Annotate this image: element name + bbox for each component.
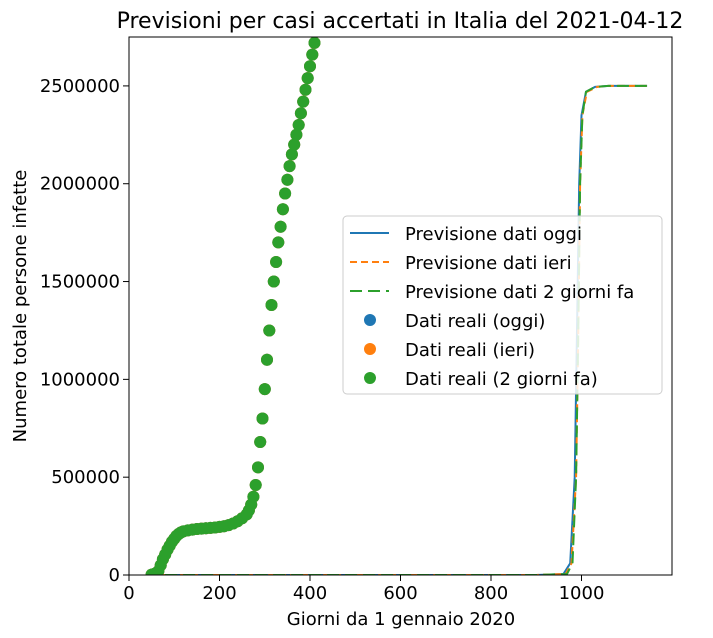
data-point [281, 173, 294, 186]
legend-box [342, 215, 663, 395]
y-tick-label: 500000 [51, 467, 120, 488]
y-axis-label: Numero totale persone infette [10, 170, 31, 443]
data-point [256, 412, 269, 425]
data-point [308, 37, 321, 49]
legend-label-oggi: Previsione dati oggi [405, 224, 582, 245]
data-point [270, 256, 283, 268]
data-point [294, 107, 307, 120]
legend: Previsione dati oggi Previsione dati ier… [342, 215, 663, 395]
forecast-line-2 [147, 84, 648, 575]
data-point [288, 138, 301, 151]
data-point [290, 128, 303, 141]
data-point [272, 236, 285, 249]
legend-label-dati-oggi: Dati reali (oggi) [405, 311, 545, 332]
legend-label-dati-due-giorni: Dati reali (2 giorni fa) [405, 369, 598, 390]
legend-marker-due-giorni [364, 372, 376, 384]
data-point [274, 220, 287, 233]
data-point [252, 461, 264, 474]
data-point [265, 299, 278, 311]
legend-marker-ieri [364, 343, 376, 355]
data-point [261, 353, 273, 366]
data-point [292, 119, 305, 131]
data-point [279, 187, 292, 200]
data-point [304, 60, 316, 73]
y-tick-label: 2500000 [40, 76, 120, 97]
legend-label-due-giorni: Previsione dati 2 giorni fa [405, 282, 634, 303]
data-point [276, 203, 289, 216]
legend-label-ieri: Previsione dati ieri [405, 253, 572, 274]
data-point [283, 160, 296, 173]
chart-title: Previsioni per casi accertati in Italia … [117, 9, 684, 34]
x-axis-label: Giorni da 1 gennaio 2020 [287, 609, 515, 630]
legend-marker-oggi [364, 314, 376, 326]
data-point [249, 479, 262, 491]
x-tick-label: 1000 [559, 583, 605, 604]
data-point [301, 72, 314, 85]
x-tick-label: 400 [293, 583, 327, 604]
scatter-series-2 [145, 37, 321, 575]
data-point [247, 490, 260, 503]
x-tick-label: 200 [202, 583, 236, 604]
y-tick-label: 2000000 [40, 174, 120, 195]
y-tick-label: 0 [109, 565, 120, 586]
data-point [285, 148, 298, 161]
data-point [267, 275, 280, 288]
legend-label-dati-ieri: Dati reali (ieri) [405, 340, 535, 361]
data-point [306, 48, 319, 61]
x-tick-label: 0 [123, 583, 134, 604]
y-tick-label: 1000000 [40, 369, 120, 390]
data-point [297, 95, 310, 108]
data-point [299, 83, 312, 96]
y-tick-label: 1500000 [40, 272, 120, 293]
x-tick-label: 800 [474, 583, 508, 604]
data-point [263, 324, 276, 337]
data-point [254, 436, 267, 448]
x-tick-label: 600 [383, 583, 417, 604]
data-point [258, 383, 271, 396]
